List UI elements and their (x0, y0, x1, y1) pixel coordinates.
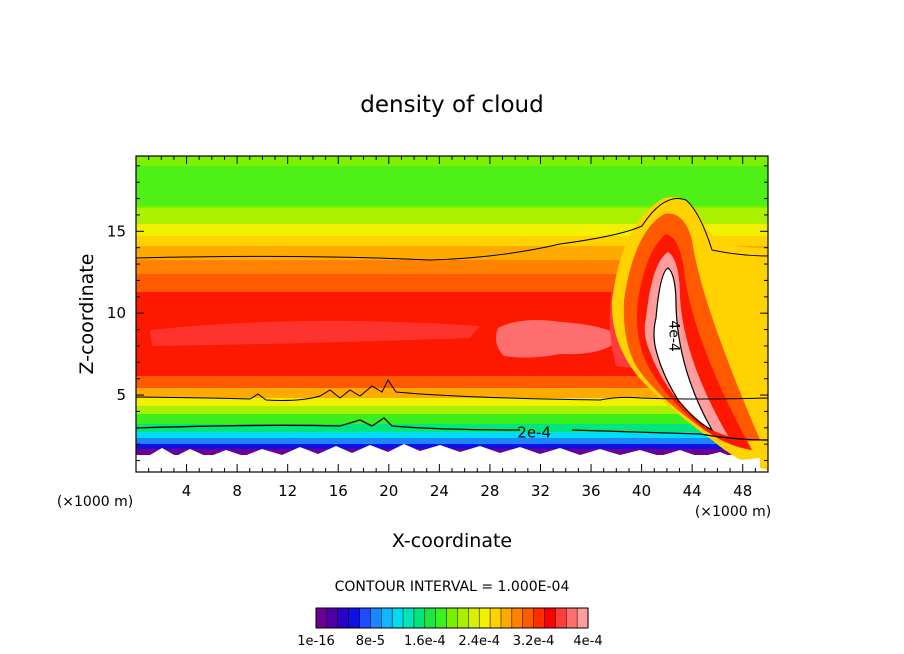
field-band-darkorange (136, 260, 768, 276)
y-tick-label: 10 (107, 304, 126, 322)
x-unit-left: (×1000 m) (57, 494, 133, 510)
colorbar-swatch (522, 607, 535, 629)
field-lower-cyan (136, 432, 768, 440)
x-tick-label: 8 (232, 482, 242, 500)
colorbar-label: 4e-4 (573, 634, 602, 649)
field-pink-pocket-mid (496, 320, 620, 358)
colorbar-swatch (391, 607, 404, 629)
field-lower-yellow (136, 398, 768, 408)
colorbar-swatch (381, 607, 393, 629)
colorbar-label: 3.2e-4 (513, 634, 555, 649)
colorbar-label: 8e-5 (356, 634, 385, 649)
colorbar-swatch (326, 607, 339, 629)
contour-label-4e-4: 4e-4 (665, 320, 681, 352)
x-axis-ticks: 4 8 12 16 20 24 28 32 36 40 44 48 (148, 156, 756, 500)
field-band-redorange (136, 274, 768, 294)
field-band-gold (136, 236, 768, 248)
x-tick-label: 20 (379, 482, 398, 500)
density-field (136, 156, 768, 472)
colorbar-swatch (576, 607, 589, 629)
x-tick-label: 24 (430, 482, 449, 500)
colorbar-label: 1e-16 (297, 634, 335, 649)
colorbar-swatch (370, 607, 382, 629)
field-pink-pocket-left (150, 320, 480, 346)
x-tick-label: 4 (182, 482, 192, 500)
x-axis-label: X-coordinate (392, 530, 512, 552)
colorbar (315, 607, 589, 629)
contour-interval: CONTOUR INTERVAL = 1.000E-04 (335, 579, 570, 595)
x-tick-label: 40 (632, 482, 651, 500)
field-ragged-edge (150, 444, 760, 470)
y-axis-label: Z-coordinate (76, 254, 98, 375)
colorbar-swatch (478, 607, 491, 629)
chart-title: density of cloud (360, 92, 543, 118)
colorbar-swatch (511, 607, 524, 629)
x-tick-label: 12 (278, 482, 297, 500)
colorbar-swatch (446, 607, 458, 629)
field-band-yellowgreen (136, 208, 768, 226)
field-plume-core (654, 268, 712, 430)
x-tick-label: 44 (683, 482, 702, 500)
colorbar-swatch (468, 607, 480, 629)
field-band-orange (136, 246, 768, 262)
y-axis-ticks: 5 10 15 (107, 165, 768, 462)
field-lower-orange (136, 388, 768, 400)
colorbar-swatch (435, 607, 448, 629)
colorbar-label: 1.6e-4 (404, 634, 446, 649)
colorbar-swatch (315, 607, 328, 629)
colorbar-swatch (424, 607, 437, 629)
colorbar-swatch (413, 607, 426, 629)
colorbar-swatch (533, 607, 546, 629)
x-tick-label: 48 (733, 482, 752, 500)
field-lower-redorange (136, 376, 768, 390)
x-tick-label: 32 (531, 482, 550, 500)
x-tick-label: 28 (480, 482, 499, 500)
contour-line-mid (136, 379, 768, 401)
y-tick-label: 15 (107, 222, 126, 240)
contour-line-core (653, 267, 714, 432)
colorbar-frame (315, 607, 589, 629)
y-tick-label: 5 (116, 386, 126, 404)
colorbar-labels: 1e-16 8e-5 1.6e-4 2.4e-4 3.2e-4 4e-4 (297, 634, 602, 649)
colorbar-swatch (555, 607, 567, 629)
contour-line-upper (136, 198, 768, 261)
field-lower-yellowgreen (136, 406, 768, 416)
contour-line-lower-right (571, 429, 768, 441)
field-lower-blue (136, 444, 768, 450)
colorbar-label: 2.4e-4 (458, 634, 500, 649)
contour-label-2e-4: 2e-4 (517, 424, 551, 442)
colorbar-swatch (565, 607, 578, 629)
x-tick-label: 16 (329, 482, 348, 500)
colorbar-swatch (500, 607, 513, 629)
x-unit-right: (×1000 m) (695, 504, 771, 520)
colorbar-swatch (489, 607, 502, 629)
field-lower-green (136, 414, 768, 426)
colorbar-swatch (337, 607, 350, 629)
colorbar-swatch (359, 607, 371, 629)
colorbar-swatch (348, 607, 361, 629)
field-band-yellow (136, 224, 768, 238)
field-lower-lightblue (136, 438, 768, 446)
x-tick-label: 36 (581, 482, 600, 500)
colorbar-swatch (402, 607, 415, 629)
contour-line-lower (136, 417, 521, 431)
colorbar-swatch (457, 607, 469, 629)
colorbar-swatch (544, 607, 556, 629)
